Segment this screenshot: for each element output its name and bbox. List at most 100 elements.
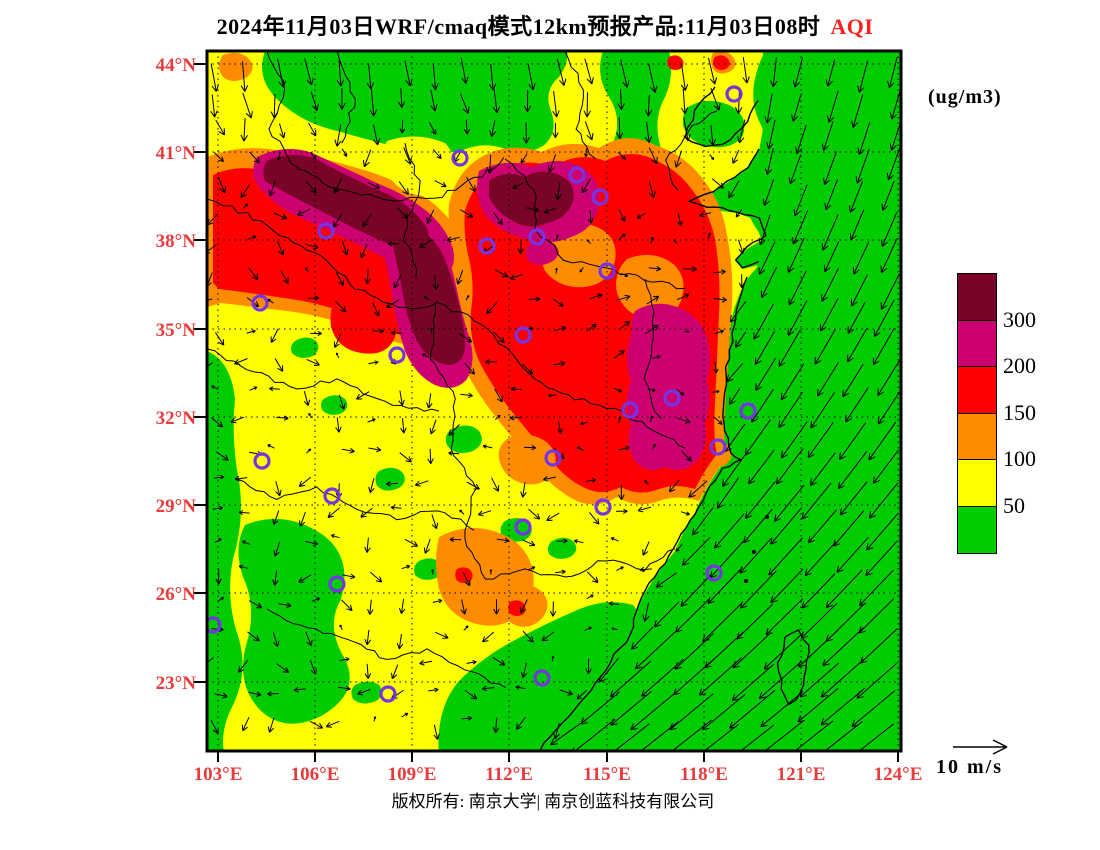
city-marker <box>328 575 346 593</box>
province-boundary <box>643 278 662 419</box>
province-boundary <box>296 157 505 202</box>
aqi-region-orange <box>498 434 556 485</box>
page-title: 2024年11月03日WRF/cmaq模式12km预报产品:11月03日08时 A… <box>95 9 995 41</box>
province-boundary <box>429 303 486 580</box>
lon-label: 103°E <box>194 764 243 785</box>
aqi-region-green <box>683 100 745 148</box>
legend-tick-label: 50 <box>1003 492 1025 518</box>
legend-color-swatch-yellow <box>957 459 997 507</box>
city-marker <box>478 237 496 255</box>
province-boundary <box>564 51 596 160</box>
legend-unit-label: (ug/m3) <box>928 86 1002 108</box>
grid-lines <box>207 51 901 751</box>
aqi-region-green <box>291 337 319 358</box>
lat-label: 35°N <box>156 320 197 341</box>
city-marker <box>253 452 271 470</box>
aqi-region-green <box>351 681 382 704</box>
island-dot <box>752 550 756 554</box>
legend-tick-label: 150 <box>1003 399 1036 425</box>
city-marker <box>533 669 551 687</box>
lat-label: 26°N <box>156 584 197 605</box>
province-boundary <box>207 348 440 412</box>
lon-label: 118°E <box>680 764 728 785</box>
city-marker <box>725 85 743 103</box>
city-marker <box>621 401 639 419</box>
coastline-path <box>776 629 810 706</box>
province-boundary <box>207 198 357 291</box>
city-marker <box>568 166 586 184</box>
aqi-region-magenta <box>627 303 710 470</box>
city-marker <box>594 498 612 516</box>
province-boundary <box>665 110 718 191</box>
aqi-region-maroon <box>392 221 465 365</box>
city-marker <box>379 685 397 703</box>
city-marker <box>709 438 727 456</box>
legend-colorbar <box>957 273 997 554</box>
city-marker <box>598 262 616 280</box>
lon-label: 109°E <box>388 764 437 785</box>
island-dot <box>744 579 748 583</box>
aqi-region-red <box>667 55 684 70</box>
legend-tick-label: 300 <box>1003 306 1036 332</box>
city-marker <box>317 222 335 240</box>
province-boundary <box>356 288 536 380</box>
legend-tick-label: 200 <box>1003 353 1036 378</box>
province-boundary <box>504 158 686 290</box>
lat-label: 41°N <box>156 143 197 164</box>
lat-label: 23°N <box>156 673 197 694</box>
map-border <box>205 49 903 753</box>
coastline <box>538 86 810 751</box>
aqi-region-green <box>375 467 405 491</box>
title-text: 2024年11月03日WRF/cmaq模式12km预报产品:11月03日08时 <box>216 14 821 39</box>
city-marker <box>705 564 723 582</box>
lat-label: 38°N <box>156 231 197 252</box>
aqi-region-green <box>548 537 577 559</box>
province-boundary <box>534 378 686 449</box>
aqi-region-magenta <box>526 241 559 265</box>
aqi-region-orange <box>616 254 684 320</box>
wind-vector-field <box>207 56 901 751</box>
aqi-region-red <box>455 567 473 583</box>
city-marker <box>663 389 681 407</box>
legend-tick-label: 100 <box>1003 446 1036 471</box>
province-boundary <box>266 608 506 689</box>
city-marker <box>528 228 546 246</box>
lon-label: 124°E <box>874 764 923 785</box>
wind-scale-label: 10 m/s <box>936 756 1003 778</box>
wind-arrows <box>207 56 901 751</box>
province-boundary <box>236 478 475 531</box>
province-boundary <box>336 51 356 144</box>
aqi-region-green <box>445 425 482 453</box>
city-marker <box>451 149 469 167</box>
aqi-region-orange <box>219 52 253 81</box>
city-marker <box>514 326 532 344</box>
title-pollutant: AQI <box>830 14 874 39</box>
city-marker <box>544 449 562 467</box>
lon-label: 112°E <box>485 764 533 785</box>
aqi-region-maroon <box>489 171 574 227</box>
aqi-region-green <box>262 51 568 154</box>
legend-color-swatch-maroon <box>957 273 997 321</box>
axis-ticks <box>194 63 899 762</box>
legend-color-swatch-magenta <box>957 319 997 368</box>
coastline-path <box>684 86 759 148</box>
city-marker <box>388 346 406 364</box>
lon-label: 106°E <box>291 764 340 785</box>
wind-scale-arrow <box>953 739 1008 755</box>
city-marker <box>323 487 341 505</box>
city-marker <box>739 402 757 420</box>
lat-label: 44°N <box>156 55 197 76</box>
aqi-region-green <box>207 351 243 751</box>
city-marker <box>207 616 222 634</box>
lat-label: 29°N <box>156 496 197 517</box>
coastline-path <box>538 276 748 751</box>
legend-color-swatch-green <box>957 505 997 554</box>
lat-label: 32°N <box>156 408 197 429</box>
aqi-region-green <box>238 518 350 724</box>
aqi-region-red <box>713 55 730 70</box>
city-markers <box>207 85 757 703</box>
city-marker <box>251 294 269 312</box>
province-boundaries <box>207 51 718 689</box>
city-marker <box>591 188 609 206</box>
